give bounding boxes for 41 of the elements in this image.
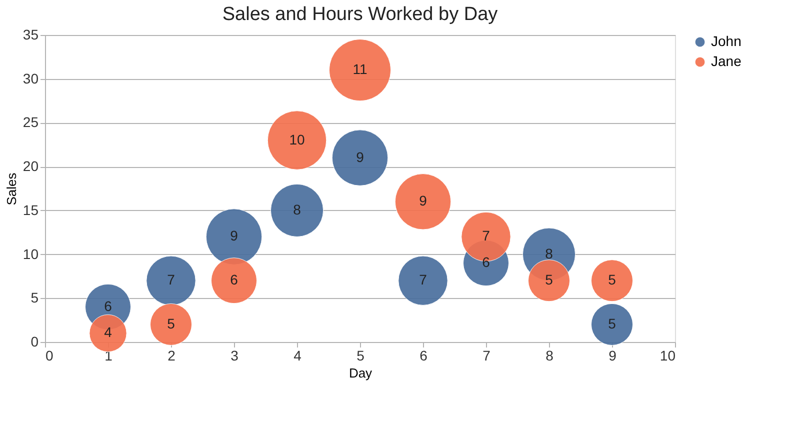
chart-title: Sales and Hours Worked by Day xyxy=(222,4,498,25)
x-tick-label: 8 xyxy=(546,348,554,364)
x-tick-label: 5 xyxy=(356,348,365,364)
y-tick-label: 35 xyxy=(22,26,39,42)
x-axis-title: Day xyxy=(348,366,373,380)
y-axis-title: Sales xyxy=(4,172,19,206)
data-label: 5 xyxy=(167,315,176,332)
legend-label: John xyxy=(711,33,742,49)
x-tick-label: 6 xyxy=(420,348,428,364)
y-tick-label: 30 xyxy=(22,70,39,86)
x-tick-label: 3 xyxy=(230,348,239,364)
data-label: 9 xyxy=(356,148,364,165)
x-tick-label: 7 xyxy=(482,348,491,364)
data-label: 11 xyxy=(352,61,368,78)
data-label: 7 xyxy=(482,228,490,244)
y-tick-label: 15 xyxy=(22,202,39,218)
x-tick-label: 0 xyxy=(46,348,54,364)
x-tick-label: 2 xyxy=(168,348,176,364)
data-label: 5 xyxy=(545,272,554,288)
data-label: 9 xyxy=(419,192,428,209)
y-tick-label: 25 xyxy=(22,114,39,130)
data-label: 9 xyxy=(230,228,238,244)
data-label: 7 xyxy=(167,272,176,288)
data-label: 5 xyxy=(608,272,616,288)
data-label: 7 xyxy=(419,272,428,288)
data-label: 5 xyxy=(608,315,616,332)
x-tick-label: 10 xyxy=(660,348,676,364)
data-label: 10 xyxy=(289,131,305,148)
legend-label: Jane xyxy=(711,53,742,69)
y-tick-label: 20 xyxy=(22,158,39,174)
y-tick-label: 5 xyxy=(30,290,39,306)
data-label: 8 xyxy=(545,245,554,262)
data-label: 8 xyxy=(293,201,302,218)
y-tick-label: 10 xyxy=(22,246,39,262)
data-label: 4 xyxy=(104,324,112,340)
y-tick-label: 0 xyxy=(30,334,39,350)
x-tick-label: 9 xyxy=(608,348,617,364)
x-tick-label: 4 xyxy=(294,348,302,364)
data-label: 6 xyxy=(230,272,238,288)
x-tick-label: 1 xyxy=(104,348,113,364)
data-label: 6 xyxy=(104,298,112,314)
